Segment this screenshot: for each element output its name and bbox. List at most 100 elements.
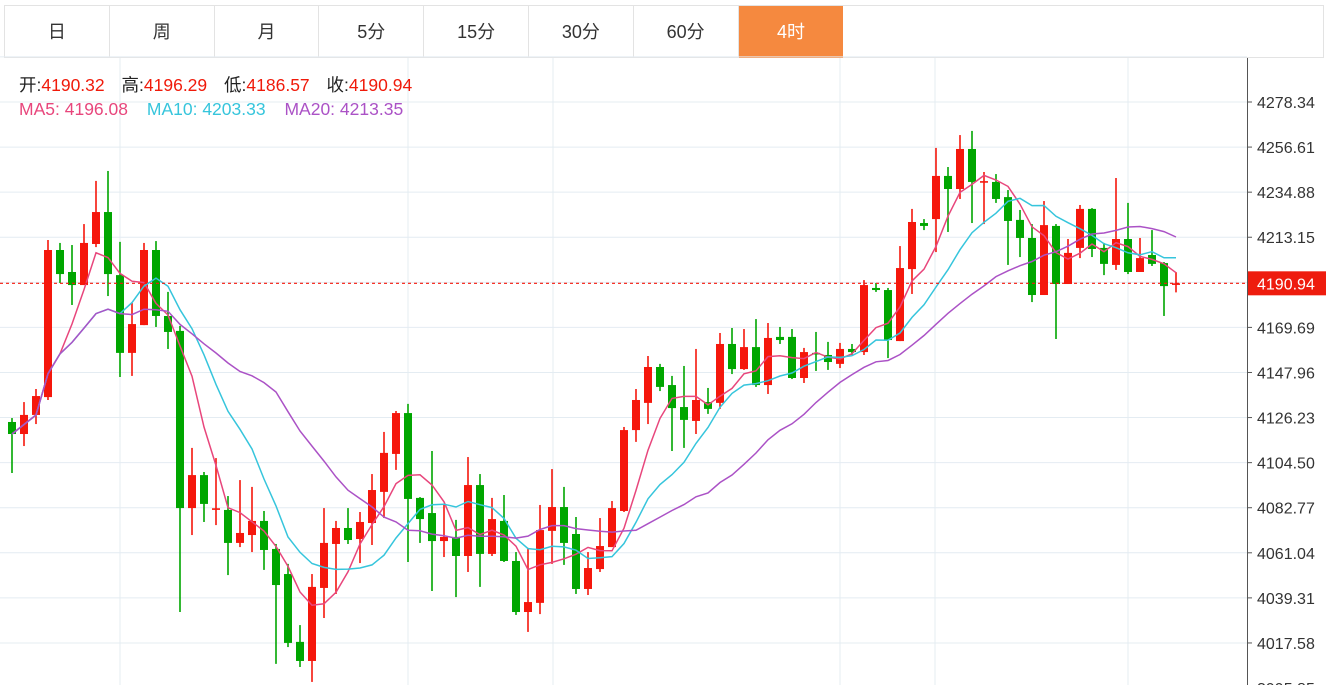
candle-up xyxy=(860,285,868,353)
candle-down xyxy=(1160,263,1168,287)
ma20-label: MA20: xyxy=(284,99,336,119)
candle-up xyxy=(908,221,916,270)
candle-up xyxy=(584,568,592,589)
last-price-marker: 4190.94 xyxy=(0,271,1326,296)
interval-tabs: 日 周 月 5分 15分 30分 60分 4时 xyxy=(4,5,1324,58)
candle-up xyxy=(1136,258,1144,272)
candle-up xyxy=(956,148,964,190)
candle-down xyxy=(752,347,760,386)
candle-up xyxy=(536,530,544,603)
candle-down xyxy=(680,407,688,420)
candle-up xyxy=(608,508,616,548)
candle-up xyxy=(392,413,400,454)
tab-week[interactable]: 周 xyxy=(110,6,215,58)
candle-down xyxy=(1100,247,1108,264)
tab-30min[interactable]: 30分 xyxy=(529,6,634,58)
candle-up xyxy=(236,532,244,543)
candle-up xyxy=(188,475,196,509)
candle-down xyxy=(944,175,952,190)
ma20-line xyxy=(11,225,1177,539)
candle-up xyxy=(896,268,904,342)
candle-up xyxy=(380,452,388,492)
candle-down xyxy=(404,413,412,499)
candle-up xyxy=(548,507,556,531)
candle-down xyxy=(1004,197,1012,221)
candle-up xyxy=(800,352,808,378)
candle-down xyxy=(344,527,352,541)
tab-15min[interactable]: 15分 xyxy=(424,6,529,58)
candle-down xyxy=(992,181,1000,199)
tab-4hour[interactable]: 4时 xyxy=(738,6,844,58)
y-tick-label: 4039.31 xyxy=(1257,591,1315,608)
candle-up xyxy=(740,347,748,370)
candle-up xyxy=(92,212,100,244)
candle-down xyxy=(872,287,880,291)
candle-down xyxy=(1124,239,1132,272)
tab-5min[interactable]: 5分 xyxy=(319,6,425,58)
ma5-value: 4196.08 xyxy=(64,99,128,119)
candle-down xyxy=(224,509,232,543)
candle-up xyxy=(836,348,844,364)
tab-60min[interactable]: 60分 xyxy=(634,6,739,58)
low-value: 4186.57 xyxy=(246,75,310,95)
y-tick-label: 4234.88 xyxy=(1257,185,1315,202)
y-axis-labels: 4278.34 4256.61 4234.88 4213.15 4169.69 4147.… xyxy=(1257,95,1315,685)
candle-up xyxy=(44,249,52,398)
candles xyxy=(8,130,1180,682)
candle-down xyxy=(8,421,16,435)
candle-down xyxy=(776,336,784,341)
candle-down xyxy=(656,367,664,387)
candle-down xyxy=(104,212,112,275)
candle-down xyxy=(884,290,892,341)
ma10-value: 4203.33 xyxy=(202,99,266,119)
candle-down xyxy=(1052,225,1060,285)
y-tick-label: 4213.15 xyxy=(1257,230,1315,247)
candle-up xyxy=(1064,252,1072,285)
candle-down xyxy=(824,354,832,363)
candle-up xyxy=(524,602,532,613)
candle-up xyxy=(644,367,652,403)
candle-up xyxy=(932,175,940,220)
candle-down xyxy=(296,641,304,661)
candle-down xyxy=(200,475,208,504)
candle-up xyxy=(764,337,772,386)
candle-up xyxy=(212,508,220,510)
candle-down xyxy=(1016,219,1024,238)
ma20-value: 4213.35 xyxy=(339,99,404,119)
candle-up xyxy=(632,399,640,431)
y-tick-label: 4256.61 xyxy=(1257,140,1315,157)
candle-down xyxy=(668,385,676,409)
candle-up xyxy=(32,396,40,415)
y-tick-label: 4082.77 xyxy=(1257,501,1315,518)
tab-day[interactable]: 日 xyxy=(5,6,110,58)
candle-up xyxy=(1040,225,1048,296)
candle-down xyxy=(56,249,64,275)
candle-up xyxy=(80,242,88,286)
y-tick-label: 3995.85 xyxy=(1257,681,1315,685)
y-tick-label: 4169.69 xyxy=(1257,320,1315,337)
candle-down xyxy=(428,513,436,542)
tab-month[interactable]: 月 xyxy=(215,6,320,58)
moving-averages xyxy=(11,174,1177,606)
candle-down xyxy=(260,520,268,550)
candle-up xyxy=(128,324,136,353)
candle-down xyxy=(284,574,292,643)
candle-up xyxy=(248,520,256,536)
candle-down xyxy=(728,343,736,370)
candle-up xyxy=(308,586,316,661)
candle-down xyxy=(572,534,580,589)
y-tick-label: 4126.23 xyxy=(1257,411,1315,428)
candle-up xyxy=(980,181,988,183)
candle-down xyxy=(68,271,76,286)
candle-up xyxy=(716,343,724,403)
ma10-line xyxy=(11,197,1177,571)
open-value: 4190.32 xyxy=(41,75,105,95)
candle-up xyxy=(464,485,472,556)
high-label: 高: xyxy=(121,75,144,95)
candle-down xyxy=(500,520,508,561)
candle-down xyxy=(176,330,184,509)
close-label: 收: xyxy=(326,75,349,95)
candle-up xyxy=(440,536,448,542)
y-tick-label: 4017.58 xyxy=(1257,636,1315,653)
